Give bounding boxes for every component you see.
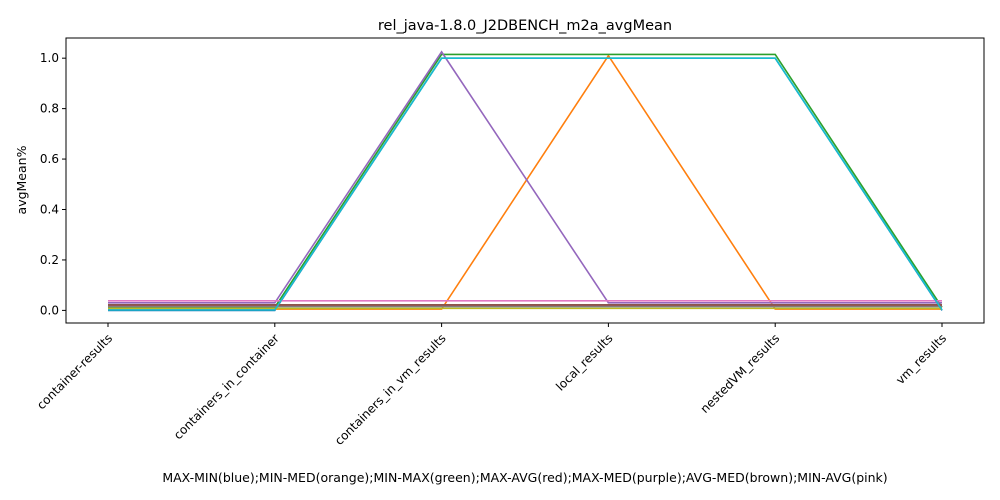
y-tick-label: 1.0 (40, 51, 59, 65)
y-axis-label: avgMean% (14, 145, 29, 214)
chart-title: rel_java-1.8.0_J2DBENCH_m2a_avgMean (378, 18, 672, 34)
x-axis-label: MAX-MIN(blue);MIN-MED(orange);MIN-MAX(gr… (162, 470, 887, 485)
y-tick-label: 0.4 (40, 203, 59, 217)
x-tick-label: container-results (34, 331, 115, 412)
y-tick-label: 0.8 (40, 102, 59, 116)
plot-area-frame (65, 37, 985, 324)
x-axis: container-results containers_in_container… (34, 323, 949, 448)
series-line-0 (108, 57, 943, 312)
series-line-9 (108, 57, 943, 311)
series-layer (108, 50, 943, 312)
x-tick-label: nestedVM_results (698, 331, 783, 416)
y-tick-label: 0.2 (40, 253, 59, 267)
x-tick-label: containers_in_vm_results (332, 331, 449, 448)
x-tick-label: local_results (553, 331, 615, 393)
series-line-1 (108, 54, 942, 310)
x-tick-label: containers_in_container (171, 331, 282, 442)
series-line-2 (108, 53, 943, 309)
x-tick-label: vm_results (893, 331, 949, 387)
y-axis: 0.0 0.2 0.4 0.6 0.8 1.0 (40, 51, 66, 317)
y-tick-label: 0.0 (40, 303, 59, 317)
series-line-4 (108, 50, 942, 304)
y-tick-label: 0.6 (40, 152, 59, 166)
